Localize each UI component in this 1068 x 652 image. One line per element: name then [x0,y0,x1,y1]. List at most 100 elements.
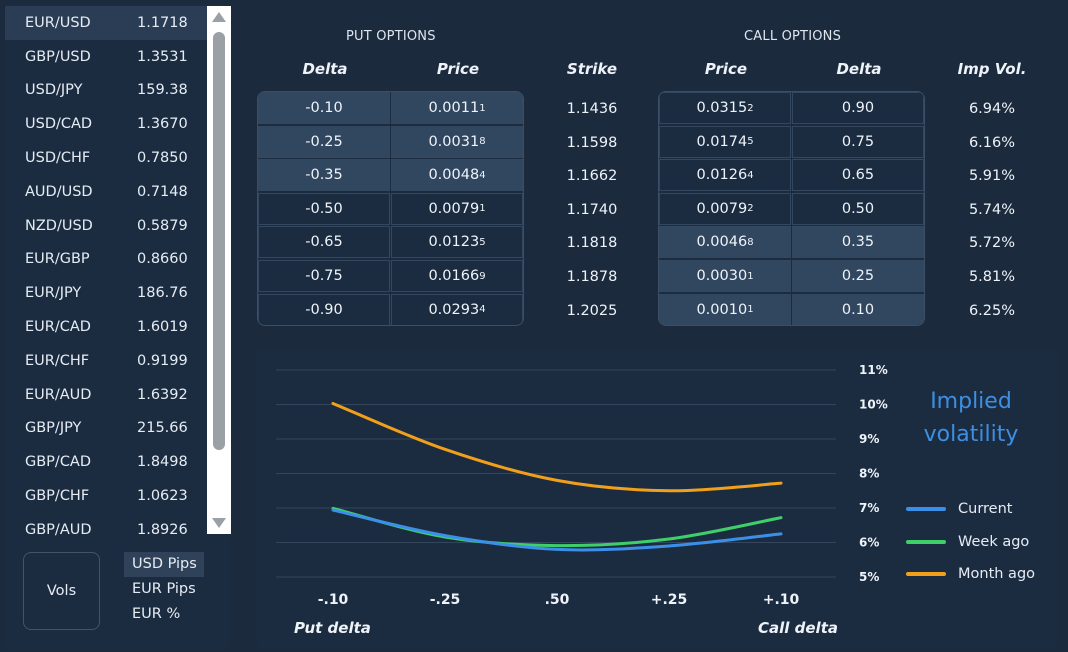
put-delta-cell-value: -0.25 [305,133,343,150]
pair-row[interactable]: GBP/JPY 215.66 [5,412,207,446]
pair-rate: 0.5879 [137,217,188,234]
pair-symbol: EUR/GBP [25,251,90,268]
pair-symbol: AUD/USD [25,183,93,200]
call-delta-cell[interactable]: 0.25 [792,260,924,292]
put-price-cell[interactable]: 0.0293 4 [391,293,523,325]
imp-vol-value: 5.81% [968,269,1016,285]
put-options-header: PUT OPTIONS [346,29,436,44]
scroll-thumb[interactable] [213,32,225,450]
pair-rate: 0.7148 [137,183,188,200]
call-price-cell-value: 0.0315 [696,100,748,116]
legend-label: Week ago [958,533,1030,550]
pair-row[interactable]: USD/CAD 1.3670 [5,107,207,141]
imp-vol-column: 6.94% 6.16% 5.91% 5.74% 5.72% 5.81% 6.25% [952,91,1032,326]
put-price-cell-pip-digit: 1 [479,203,486,215]
call-price-cell-pip-digit: 5 [747,136,754,148]
pair-row[interactable]: EUR/GBP 0.8660 [5,243,207,277]
y-tick-label: 10% [859,398,888,412]
call-price-cell[interactable]: 0.0010 1 [659,293,791,325]
x-tick-label: +.25 [651,592,688,608]
pair-row[interactable]: USD/CHF 0.7850 [5,141,207,175]
pair-row[interactable]: EUR/CHF 0.9199 [5,344,207,378]
call-delta-cell-value: 0.25 [841,268,875,284]
put-delta-cell[interactable]: -0.75 [258,260,390,292]
scroll-up-arrow-icon[interactable] [212,12,226,22]
y-tick-label: 8% [859,467,879,481]
call-price-cell-pip-digit: 8 [747,236,754,248]
call-delta-cell[interactable]: 0.35 [792,226,924,259]
strike-column-header: Strike [566,60,618,78]
put-price-cell[interactable]: 0.0031 8 [391,125,523,158]
unit-option-usd-pips[interactable]: USD Pips [124,552,204,577]
pair-symbol: EUR/JPY [25,285,82,302]
pair-row[interactable]: NZD/USD 0.5879 [5,209,207,243]
series-line-current [331,508,783,552]
put-delta-cell-value: -0.10 [305,100,343,116]
pair-symbol: GBP/CHF [25,488,90,505]
pair-rate: 1.1718 [137,14,188,31]
put-delta-cell[interactable]: -0.50 [258,192,390,225]
call-price-cell[interactable]: 0.0174 5 [659,125,791,158]
call-price-cell-pip-digit: 1 [747,304,754,316]
pair-row[interactable]: GBP/CHF 1.0623 [5,479,207,513]
call-delta-cell[interactable]: 0.10 [792,293,924,325]
put-delta-cell[interactable]: -0.35 [258,159,390,192]
call-price-cell[interactable]: 0.0079 2 [659,192,791,225]
call-price-cell[interactable]: 0.0315 2 [659,92,791,124]
pair-row[interactable]: USD/JPY 159.38 [5,74,207,108]
put-price-cell-value: 0.0079 [428,200,480,217]
put-price-cell-pip-digit: 9 [479,270,486,282]
chart-legend: Current Week ago Month ago [906,493,1035,591]
put-delta-cell[interactable]: -0.90 [258,293,390,325]
put-price-cell-value: 0.0123 [428,234,480,251]
pair-row[interactable]: EUR/AUD 1.6392 [5,378,207,412]
x-tick-label: -.25 [430,592,461,608]
call-delta-cell-value: 0.90 [841,100,875,116]
call-delta-cell-value: 0.50 [841,200,875,217]
put-price-cell[interactable]: 0.0011 1 [391,92,523,124]
pair-row[interactable]: AUD/USD 0.7148 [5,175,207,209]
put-delta-cell[interactable]: -0.65 [258,226,390,259]
unit-option-eur-pips[interactable]: EUR Pips [132,581,196,597]
pair-symbol: NZD/USD [25,217,93,234]
pair-row[interactable]: EUR/CAD 1.6019 [5,310,207,344]
call-price-cell-value: 0.0126 [696,167,748,184]
unit-option-eur-percent[interactable]: EUR % [132,606,181,622]
call-delta-cell[interactable]: 0.75 [792,125,924,158]
pair-row[interactable]: GBP/USD 1.3531 [5,40,207,74]
pair-rate: 1.0623 [137,488,188,505]
call-price-cell-value: 0.0174 [696,133,748,150]
pair-row[interactable]: EUR/USD 1.1718 [5,6,207,40]
call-price-cell[interactable]: 0.0126 4 [659,159,791,192]
put-price-cell[interactable]: 0.0048 4 [391,159,523,192]
call-delta-cell[interactable]: 0.50 [792,192,924,225]
put-price-cell-pip-digit: 8 [479,136,486,148]
pair-symbol: USD/CHF [25,150,91,167]
imp-vol-column-header: Imp Vol. [957,60,1027,78]
pair-row[interactable]: GBP/CAD 1.8498 [5,445,207,479]
pair-row[interactable]: EUR/JPY 186.76 [5,276,207,310]
pair-list-scrollbar[interactable] [207,6,231,534]
pair-row[interactable]: GBP/AUD 1.8926 [5,513,207,547]
call-delta-cell[interactable]: 0.90 [792,92,924,124]
x-tick-label: -.10 [318,592,349,608]
put-price-cell[interactable]: 0.0166 9 [391,260,523,292]
put-price-cell-value: 0.0048 [428,167,480,184]
call-delta-cell[interactable]: 0.65 [792,159,924,192]
put-price-column-header: Price [436,60,480,78]
y-tick-label: 5% [859,570,879,584]
pair-symbol: GBP/CAD [25,454,92,471]
implied-volatility-chart-panel: 5% 6% 7% 8% 9% 10% 11% -.10 -.25 .50 +.25 +.10 Impl… [256,347,1059,649]
scroll-down-arrow-icon[interactable] [212,518,226,528]
put-price-cell[interactable]: 0.0123 5 [391,226,523,259]
put-price-cell-value: 0.0011 [428,100,480,116]
strike-value: 1.1662 [566,168,618,185]
put-delta-cell[interactable]: -0.10 [258,92,390,124]
put-delta-cell[interactable]: -0.25 [258,125,390,158]
put-price-cell[interactable]: 0.0079 1 [391,192,523,225]
call-price-cell[interactable]: 0.0046 8 [659,226,791,259]
legend-label: Month ago [958,566,1036,583]
currency-pair-list: EUR/USD 1.1718 GBP/USD 1.3531 USD/JPY 159.38 U… [5,6,207,547]
call-price-cell[interactable]: 0.0030 1 [659,260,791,292]
vols-button[interactable]: Vols [23,552,100,630]
